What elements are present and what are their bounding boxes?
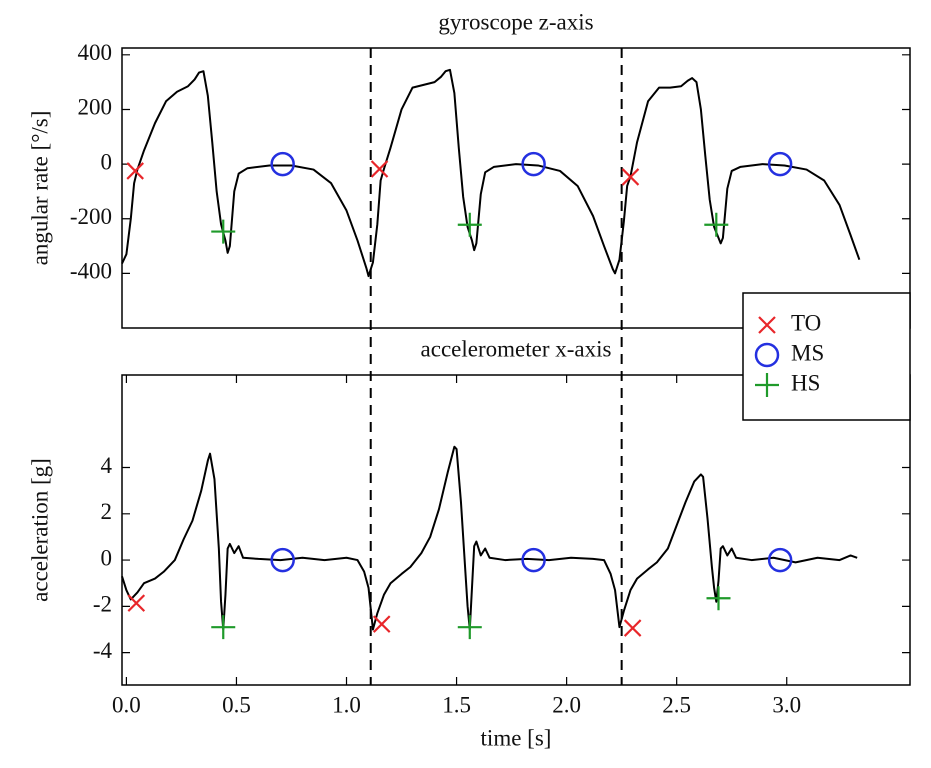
- plot-title: gyroscope z-axis: [438, 9, 593, 34]
- y-axis-label: angular rate [°/s]: [27, 111, 52, 266]
- legend-box: [742, 292, 911, 421]
- x-tick-label: 0.0: [112, 692, 141, 717]
- x-axis-label: time [s]: [481, 725, 552, 750]
- marker-plus: [457, 212, 482, 237]
- marker-circle: [270, 151, 295, 177]
- legend-marker: [758, 316, 776, 334]
- marker-circle: [767, 547, 793, 573]
- plot-title: accelerometer x-axis: [421, 336, 612, 361]
- y-tick-label: -2: [93, 592, 112, 617]
- legend-marker: [754, 342, 780, 368]
- plot-frame: [121, 374, 911, 686]
- marker-circle: [521, 151, 546, 177]
- x-tick-label: 0.5: [222, 692, 251, 717]
- marker-cross: [126, 162, 144, 180]
- signal-line: [121, 445, 858, 631]
- marker-cross: [621, 168, 640, 186]
- marker-cross: [372, 615, 391, 633]
- marker-plus: [211, 219, 236, 244]
- legend: TO MS HS: [742, 292, 911, 421]
- y-tick-label: 400: [78, 40, 113, 65]
- marker-cross: [370, 160, 389, 178]
- y-tick-label: -4: [93, 638, 113, 663]
- y-tick-label: -200: [70, 204, 112, 229]
- marker-circle: [270, 547, 295, 573]
- legend-label: TO: [791, 310, 821, 335]
- marker-plus: [704, 212, 729, 237]
- x-tick-label: 3.0: [772, 692, 801, 717]
- marker-plus: [211, 615, 236, 640]
- x-tick-label: 2.5: [662, 692, 691, 717]
- marker-cross: [127, 594, 146, 612]
- marker-cross: [623, 619, 642, 637]
- y-tick-label: 2: [101, 499, 113, 524]
- marker-circle: [767, 151, 793, 177]
- legend-marker: [755, 373, 779, 397]
- plot-frame: [121, 47, 911, 329]
- y-tick-label: 0: [101, 545, 113, 570]
- x-tick-label: 1.5: [442, 692, 471, 717]
- signal-line: [121, 68, 861, 278]
- y-tick-label: 4: [101, 453, 113, 478]
- y-tick-label: 200: [78, 95, 113, 120]
- x-tick-label: 1.0: [332, 692, 361, 717]
- y-tick-label: -400: [70, 259, 112, 284]
- legend-label: MS: [791, 340, 824, 365]
- marker-circle: [521, 547, 546, 573]
- x-tick-label: 2.0: [552, 692, 581, 717]
- y-tick-label: 0: [101, 149, 113, 174]
- y-axis-label: acceleration [g]: [27, 458, 52, 602]
- legend-label: HS: [791, 370, 820, 395]
- marker-plus: [706, 586, 731, 611]
- marker-plus: [457, 615, 482, 640]
